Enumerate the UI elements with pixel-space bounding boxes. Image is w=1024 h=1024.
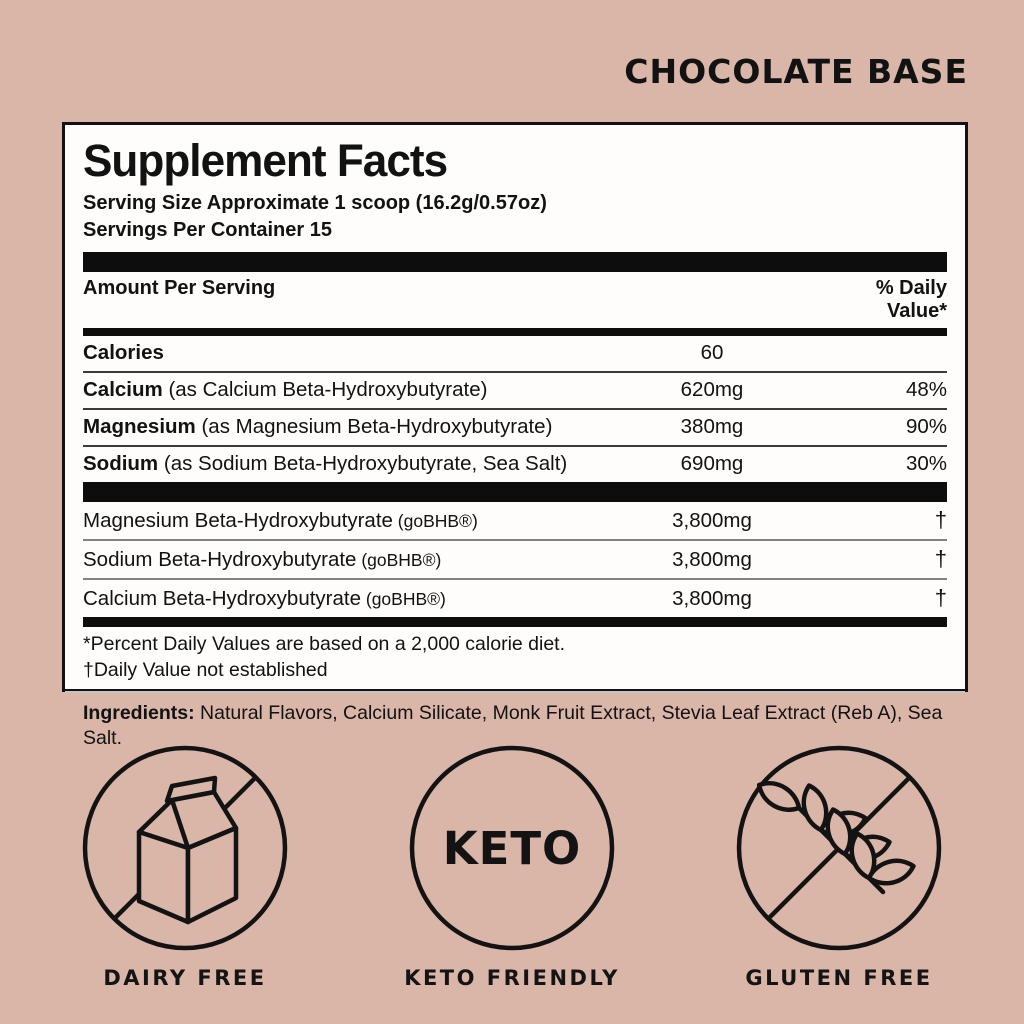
table-row-calcium: Calcium (as Calcium Beta-Hydroxybutyrate…	[83, 373, 947, 411]
keto-circle-icon: KETO	[409, 745, 615, 951]
serving-size: Serving Size Approximate 1 scoop (16.2g/…	[83, 192, 547, 215]
badge-dairy-free: DAIRY FREE	[60, 742, 310, 990]
servings-per-container: Servings Per Container 15	[83, 219, 332, 242]
nutrient-name: Sodium (as Sodium Beta-Hydroxybutyrate, …	[83, 452, 568, 476]
nutrient-dv: 90%	[905, 415, 947, 439]
table-row-sodium: Sodium (as Sodium Beta-Hydroxybutyrate, …	[83, 447, 947, 482]
supplement-facts-panel: Supplement Facts Serving Size Approximat…	[62, 122, 968, 749]
calories-amount: 60	[700, 341, 724, 365]
panel-title: Supplement Facts	[83, 135, 448, 186]
footnote-daily-value: *Percent Daily Values are based on a 2,0…	[83, 633, 566, 656]
nutrient-dv: 30%	[905, 452, 947, 476]
no-dairy-milk-carton-icon	[82, 745, 288, 951]
table-row-sodium-bhb: Sodium Beta-Hydroxybutyrate (goBHB®) 3,8…	[83, 541, 947, 581]
table-row-magnesium-bhb: Magnesium Beta-Hydroxybutyrate (goBHB®) …	[83, 502, 947, 542]
table-row-calories: Calories 60	[83, 336, 947, 374]
calories-label: Calories	[83, 341, 164, 365]
ingredients-label: Ingredients:	[83, 701, 195, 724]
bhb-dv-dagger: †	[934, 507, 947, 533]
daily-value-header: % Daily Value*	[875, 277, 947, 323]
divider-bar-thick-top	[83, 252, 947, 273]
bhb-dv-dagger: †	[934, 546, 947, 572]
ingredients-divider	[65, 690, 965, 693]
bhb-name: Sodium Beta-Hydroxybutyrate (goBHB®)	[83, 548, 442, 572]
ingredients-line: Ingredients: Natural Flavors, Calcium Si…	[83, 693, 947, 752]
bhb-name: Magnesium Beta-Hydroxybutyrate (goBHB®)	[83, 509, 478, 533]
nutrient-amount: 620mg	[680, 378, 744, 402]
ingredients-text: Natural Flavors, Calcium Silicate, Monk …	[83, 701, 943, 750]
bhb-dv-dagger: †	[934, 585, 947, 611]
bhb-amount: 3,800mg	[672, 548, 752, 572]
table-row-calcium-bhb: Calcium Beta-Hydroxybutyrate (goBHB®) 3,…	[83, 580, 947, 617]
badge-label: KETO FRIENDLY	[404, 966, 620, 990]
nutrient-amount: 380mg	[680, 415, 744, 439]
bhb-amount: 3,800mg	[672, 587, 752, 611]
table-row-magnesium: Magnesium (as Magnesium Beta-Hydroxybuty…	[83, 410, 947, 448]
divider-bar-medium	[83, 328, 947, 337]
nutrient-name: Calcium (as Calcium Beta-Hydroxybutyrate…	[83, 378, 488, 402]
footnotes: *Percent Daily Values are based on a 2,0…	[83, 632, 947, 683]
no-gluten-wheat-icon	[736, 745, 942, 951]
badge-gluten-free: GLUTEN FREE	[714, 742, 964, 990]
bhb-amount: 3,800mg	[672, 509, 752, 533]
bhb-name: Calcium Beta-Hydroxybutyrate (goBHB®)	[83, 587, 446, 611]
badge-label: DAIRY FREE	[103, 966, 267, 990]
nutrient-amount: 690mg	[680, 452, 744, 476]
divider-bar-thin-bottom	[83, 617, 947, 628]
footnote-dagger: †Daily Value not established	[83, 658, 328, 681]
badge-row: DAIRY FREE KETO KETO FRIENDLY	[60, 742, 964, 990]
amount-per-serving-header: Amount Per Serving	[83, 277, 276, 300]
keto-text: KETO	[443, 822, 582, 875]
nutrient-name: Magnesium (as Magnesium Beta-Hydroxybuty…	[83, 415, 553, 439]
badge-keto-friendly: KETO KETO FRIENDLY	[387, 742, 637, 990]
nutrient-dv: 48%	[905, 378, 947, 402]
divider-bar-thick-middle	[83, 482, 947, 503]
badge-label: GLUTEN FREE	[745, 966, 933, 990]
flavor-title: CHOCOLATE BASE	[624, 52, 968, 91]
table-header-row: Amount Per Serving % Daily Value*	[83, 272, 947, 328]
